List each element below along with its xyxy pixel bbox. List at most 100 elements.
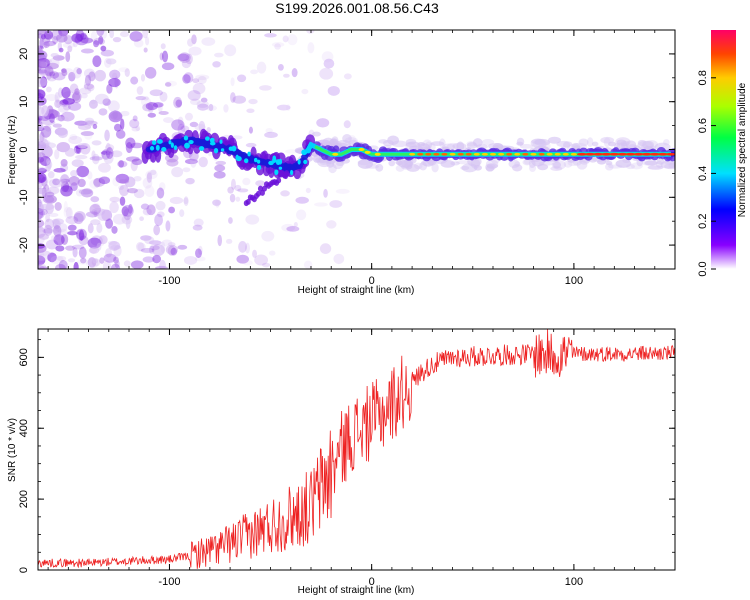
- noise-blob: [183, 255, 198, 265]
- noise-blob: [44, 191, 55, 198]
- noise-blob: [38, 45, 45, 51]
- noise-blob: [42, 228, 54, 234]
- noise-blob: [160, 43, 166, 50]
- noise-blob: [65, 245, 76, 251]
- noise-blob: [98, 35, 104, 45]
- noise-blob: [319, 67, 334, 80]
- noise-blob: [38, 243, 46, 249]
- noise-blob: [60, 158, 68, 167]
- noise-blob: [237, 74, 247, 83]
- noise-blob: [230, 77, 235, 87]
- noise-blob: [256, 61, 267, 74]
- ridge-blob-outer: [268, 165, 275, 178]
- colorbar-gradient: [711, 30, 736, 269]
- ridge-blob-cyan: [274, 169, 279, 176]
- noise-blob: [45, 203, 54, 215]
- noise-blob: [152, 244, 165, 256]
- noise-blob: [63, 200, 68, 213]
- noise-blob: [38, 141, 47, 151]
- noise-blob: [80, 131, 94, 137]
- core-hot-blob: [457, 152, 464, 156]
- ridge-blob-cyan: [156, 139, 163, 144]
- noise-blob: [118, 67, 130, 73]
- noise-blob: [43, 224, 53, 236]
- noise-blob: [323, 188, 328, 198]
- noise-blob: [105, 248, 113, 258]
- noise-blob: [184, 158, 198, 165]
- haze-blob: [591, 141, 599, 147]
- noise-blob: [167, 242, 176, 247]
- noise-blob: [60, 185, 73, 197]
- noise-blob: [158, 103, 163, 113]
- noise-blob: [38, 266, 50, 269]
- noise-blob: [232, 95, 247, 104]
- noise-blob: [156, 211, 165, 218]
- noise-blob: [212, 61, 221, 68]
- noise-blob: [54, 201, 62, 211]
- snr-ytick-label: 400: [18, 419, 30, 437]
- noise-blob: [113, 123, 122, 132]
- snr-ytick-label: 600: [18, 348, 30, 366]
- noise-blob: [83, 119, 92, 129]
- ridge-blob-cyan: [168, 140, 172, 145]
- noise-blob: [60, 174, 70, 185]
- noise-blob: [118, 185, 124, 191]
- noise-blob: [140, 248, 155, 253]
- noise-blob: [38, 255, 46, 266]
- haze-blob: [608, 164, 623, 169]
- noise-blob: [68, 71, 76, 82]
- noise-blob: [194, 256, 206, 262]
- noise-blob: [56, 255, 67, 262]
- haze-blob: [405, 138, 417, 145]
- noise-blob: [130, 159, 138, 172]
- core-hot-blob: [498, 152, 505, 156]
- noise-blob: [54, 149, 60, 160]
- noise-blob: [38, 202, 44, 213]
- noise-blob: [335, 188, 350, 194]
- noise-blob: [88, 99, 98, 109]
- noise-blob: [84, 117, 95, 125]
- spectrogram-xtick-label: -100: [158, 275, 180, 287]
- ridge-blob-cyan: [151, 140, 157, 145]
- noise-blob: [38, 152, 47, 164]
- noise-blob: [264, 131, 278, 139]
- noise-blob: [56, 33, 68, 43]
- spectrogram-ytick-label: 0: [18, 146, 30, 152]
- noise-blob: [214, 52, 224, 58]
- core-hot-blob: [633, 152, 644, 156]
- core-hot-blob: [514, 152, 521, 156]
- noise-blob: [165, 244, 178, 255]
- noise-blob: [58, 260, 68, 269]
- noise-blob: [229, 193, 236, 203]
- haze-blob: [528, 159, 536, 169]
- core-hot-blob: [530, 152, 537, 156]
- noise-blob: [329, 200, 343, 208]
- noise-blob: [87, 171, 93, 180]
- noise-blob: [109, 201, 119, 214]
- noise-blob: [49, 71, 56, 77]
- noise-blob: [47, 171, 55, 179]
- noise-blob: [65, 207, 73, 219]
- haze-blob: [600, 136, 615, 144]
- noise-blob: [307, 42, 315, 54]
- haze-blob: [396, 160, 403, 166]
- noise-blob: [52, 178, 60, 186]
- noise-blob: [166, 158, 179, 167]
- haze-blob: [608, 141, 617, 147]
- noise-blob: [112, 213, 127, 225]
- noise-blob: [206, 126, 211, 133]
- core-hot-blob: [641, 152, 652, 156]
- noise-blob: [79, 87, 92, 95]
- noise-blob: [155, 265, 168, 269]
- noise-blob: [99, 235, 105, 247]
- noise-blob: [107, 100, 120, 112]
- ridge-blob-cyan: [184, 142, 190, 149]
- noise-blob: [44, 196, 55, 203]
- snr-series-line: [38, 329, 675, 569]
- spectrogram-ytick-label: 10: [18, 96, 30, 108]
- ridge-blob-cyan: [244, 158, 249, 164]
- noise-blob: [283, 73, 290, 78]
- haze-blob: [476, 144, 488, 150]
- noise-blob: [112, 36, 122, 43]
